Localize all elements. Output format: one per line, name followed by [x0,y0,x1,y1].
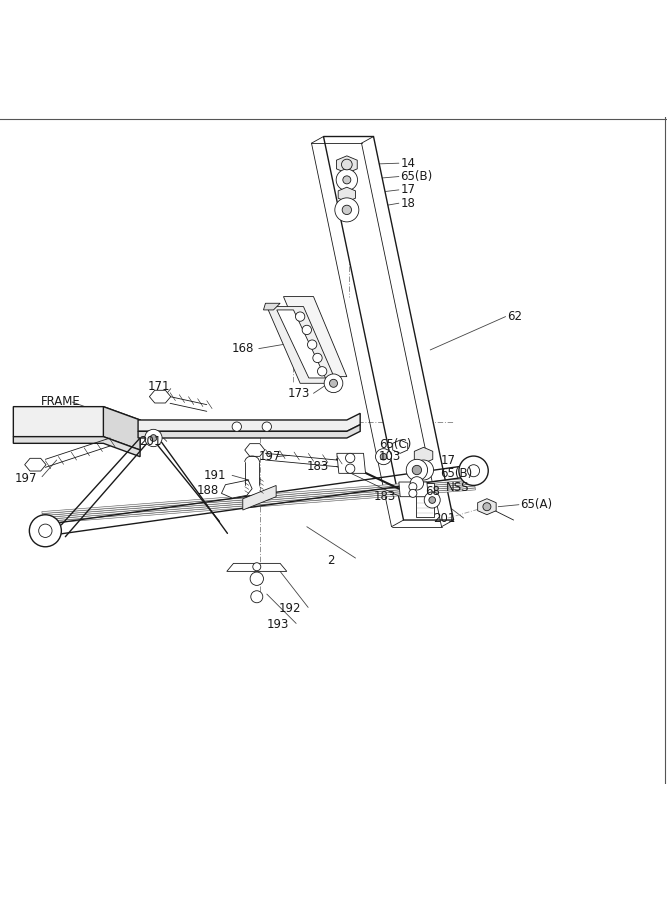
Circle shape [409,482,417,491]
Polygon shape [149,391,171,403]
Circle shape [313,354,322,363]
Circle shape [232,422,241,431]
Polygon shape [42,478,474,514]
Circle shape [483,503,491,510]
Polygon shape [277,310,325,378]
Circle shape [346,464,355,473]
Polygon shape [43,486,475,521]
Polygon shape [243,485,276,510]
Bar [416,483,434,517]
Circle shape [29,515,61,547]
Circle shape [295,312,305,321]
Text: 65(B): 65(B) [400,170,432,183]
Circle shape [329,379,338,387]
Polygon shape [338,187,356,202]
Text: 14: 14 [400,157,415,170]
Circle shape [342,159,352,170]
Circle shape [317,366,327,376]
Polygon shape [478,499,496,515]
Polygon shape [43,488,476,524]
Circle shape [420,466,428,474]
Polygon shape [323,137,454,520]
Text: 197: 197 [15,472,37,484]
Polygon shape [337,454,366,473]
Polygon shape [414,447,433,464]
Text: 103: 103 [379,450,401,464]
Text: FRAME: FRAME [41,395,81,409]
Text: 18: 18 [400,197,415,210]
Polygon shape [138,413,360,431]
Text: 201: 201 [139,435,161,448]
Text: 17: 17 [440,454,455,466]
Circle shape [406,459,428,481]
Circle shape [409,490,417,498]
Circle shape [335,198,359,222]
Circle shape [253,562,261,571]
Text: 65(A): 65(A) [520,499,552,511]
Polygon shape [42,480,474,516]
Polygon shape [43,482,475,518]
Text: 197: 197 [259,450,281,464]
Text: 62: 62 [507,310,522,323]
Circle shape [145,429,162,446]
Circle shape [429,497,436,503]
Circle shape [412,465,422,474]
Circle shape [39,524,52,537]
Polygon shape [13,407,140,450]
Text: 17: 17 [400,184,415,196]
Text: 168: 168 [232,342,255,356]
Polygon shape [103,407,140,450]
Circle shape [346,454,355,463]
Polygon shape [138,425,360,438]
Text: 192: 192 [279,602,301,616]
Polygon shape [399,482,428,497]
Circle shape [336,169,358,191]
Polygon shape [25,458,46,471]
Circle shape [302,325,311,335]
Text: 201: 201 [434,511,456,525]
Text: 171: 171 [148,380,171,393]
Polygon shape [227,563,287,572]
Circle shape [410,477,424,490]
Polygon shape [283,297,347,376]
Polygon shape [43,484,475,519]
Text: 65(C): 65(C) [379,438,412,451]
Circle shape [459,456,488,485]
Text: 191: 191 [203,469,226,482]
Polygon shape [267,307,337,383]
Circle shape [251,590,263,603]
Text: 183: 183 [374,491,396,503]
Circle shape [342,205,352,214]
Circle shape [250,572,263,585]
Text: 65(B): 65(B) [440,467,472,480]
Text: 2: 2 [327,554,334,567]
Circle shape [343,176,351,184]
Text: 173: 173 [288,387,311,400]
Polygon shape [245,444,265,456]
Circle shape [307,340,317,349]
Circle shape [380,454,387,460]
Circle shape [376,449,392,464]
Text: 188: 188 [197,483,219,497]
Circle shape [150,435,157,441]
Circle shape [324,374,343,392]
Polygon shape [221,480,252,498]
Text: 193: 193 [267,618,289,631]
Circle shape [414,460,434,480]
Text: NSS: NSS [446,481,469,494]
Text: 183: 183 [307,460,329,473]
Circle shape [424,492,440,508]
Polygon shape [393,440,408,454]
Text: 68: 68 [426,485,440,498]
Polygon shape [263,303,280,310]
Circle shape [262,422,271,431]
Polygon shape [13,436,140,456]
Polygon shape [336,156,358,173]
Circle shape [468,464,480,477]
